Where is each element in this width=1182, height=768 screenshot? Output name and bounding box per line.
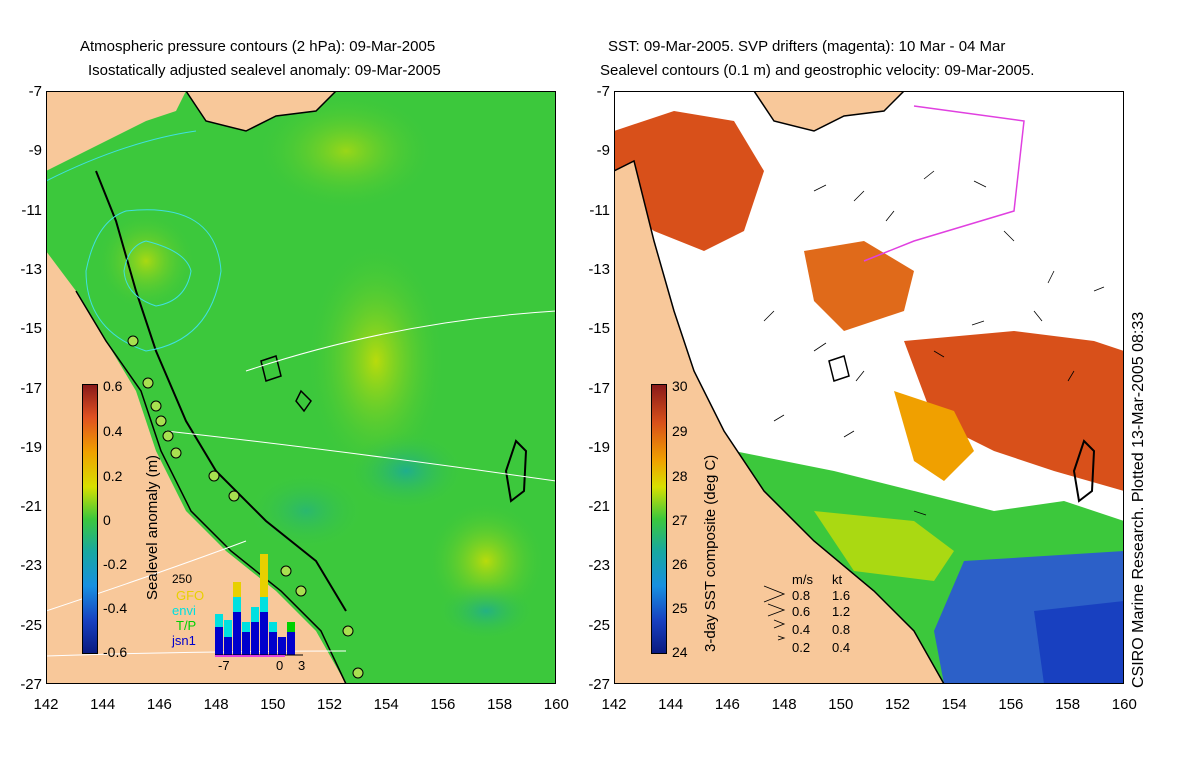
right-lon-tick: 154 — [941, 696, 967, 713]
left-lat-tick: -13 — [20, 260, 42, 278]
vel-row3-ms: 0.2 — [792, 640, 811, 655]
left-lon-tick: 154 — [373, 696, 399, 713]
hist-tick-max: 3 — [298, 658, 306, 673]
right-lat-tick: -13 — [588, 260, 610, 278]
png-land — [186, 91, 336, 131]
vel-row0-ms: 0.8 — [792, 588, 811, 603]
sla-tick-0: 0.6 — [103, 378, 123, 394]
left-lat-tick: -11 — [21, 201, 42, 219]
sealevel-colorbar — [82, 384, 98, 654]
australia-land — [46, 91, 346, 684]
right-lat-tick: -17 — [588, 379, 610, 397]
right-lat-tick: -9 — [596, 142, 610, 160]
right-lat-tick: -23 — [588, 557, 610, 575]
hist-max-label: 250 — [172, 572, 193, 586]
sealevel-map — [46, 91, 556, 684]
right-frame — [614, 91, 1124, 684]
left-lat-tick: -7 — [28, 83, 42, 100]
left-lat-tick: -17 — [20, 379, 42, 397]
vel-row0-kt: 1.6 — [832, 588, 851, 603]
vel-header-kt: kt — [832, 572, 843, 587]
right-lon-tick: 158 — [1055, 696, 1081, 713]
left-lon-tick: 150 — [260, 696, 286, 713]
right-lat-tick: -25 — [588, 616, 610, 634]
sla-tick-3: 0 — [103, 512, 111, 528]
right-lat-tick: -11 — [589, 201, 610, 219]
sst-colorbar — [651, 384, 667, 654]
left-lat-tick: -15 — [20, 320, 42, 338]
left-lon-tick: 152 — [316, 696, 343, 713]
vel-header-ms: m/s — [792, 572, 813, 587]
sst-tick-6: 24 — [672, 644, 688, 660]
sst-tick-3: 27 — [672, 512, 688, 528]
sla-tick-4: -0.2 — [103, 556, 128, 572]
sat-gfo: GFO — [176, 588, 205, 603]
vel-row1-kt: 1.2 — [832, 604, 851, 619]
left-lon-tick: 158 — [487, 696, 513, 713]
sat-tp: T/P — [176, 618, 197, 633]
sst-tick-1: 29 — [672, 423, 688, 439]
sst-tick-5: 25 — [672, 600, 688, 616]
left-title-line1: Atmospheric pressure contours (2 hPa): 0… — [80, 38, 436, 55]
left-lat-tick: -21 — [20, 498, 42, 516]
left-lon-tick: 160 — [543, 696, 569, 713]
right-lon-tick: 150 — [828, 696, 854, 713]
sla-tick-1: 0.4 — [103, 423, 123, 439]
right-lon-tick: 160 — [1111, 696, 1137, 713]
vel-row2-ms: 0.4 — [792, 622, 811, 637]
sst-tick-2: 28 — [672, 468, 688, 484]
right-lon-tick: 148 — [771, 696, 797, 713]
right-lon-tick: 152 — [884, 696, 911, 713]
right-lat-tick: -15 — [588, 320, 610, 338]
left-lat-tick: -9 — [28, 142, 42, 160]
vel-row3-kt: 0.4 — [832, 640, 851, 655]
left-lat-tick: -23 — [20, 557, 42, 575]
altimeter-histogram — [215, 554, 303, 657]
left-lon-tick: 156 — [430, 696, 456, 713]
left-lon-tick: 144 — [90, 696, 116, 713]
left-frame — [46, 91, 556, 684]
sla-tick-6: -0.6 — [103, 644, 128, 660]
hist-tick-min: -7 — [218, 658, 230, 673]
hist-tick-zero: 0 — [276, 658, 284, 673]
right-lon-tick: 156 — [998, 696, 1024, 713]
left-lon-tick: 148 — [203, 696, 229, 713]
drifter-track — [863, 105, 1025, 262]
right-lat-tick: -27 — [588, 676, 610, 693]
left-lat-tick: -27 — [20, 676, 42, 693]
left-lon-tick: 146 — [146, 696, 172, 713]
left-lon-tick: 142 — [33, 696, 59, 713]
australia-land-sst — [614, 159, 945, 684]
sla-tick-2: 0.2 — [103, 468, 123, 484]
sst-map — [614, 91, 1124, 684]
right-lat-tick: -19 — [588, 438, 610, 456]
right-lon-tick: 146 — [714, 696, 740, 713]
left-lat-tick: -19 — [20, 438, 42, 456]
sat-jsn1: jsn1 — [172, 633, 196, 648]
credit-text: CSIRO Marine Research. Plotted 13-Mar-20… — [1130, 311, 1147, 688]
vel-row1-ms: 0.6 — [792, 604, 811, 619]
left-lat-tick: -25 — [20, 616, 42, 634]
sst-tick-4: 26 — [672, 556, 688, 572]
right-title-line1: SST: 09-Mar-2005. SVP drifters (magenta)… — [608, 38, 1006, 55]
right-lon-tick: 142 — [601, 696, 627, 713]
left-title-line2: Isostatically adjusted sealevel anomaly:… — [88, 62, 441, 79]
sat-envi: envi — [172, 603, 196, 618]
png-land-sst — [753, 91, 906, 132]
right-lat-tick: -21 — [588, 498, 610, 516]
sst-tick-0: 30 — [672, 378, 688, 394]
right-lat-tick: -7 — [596, 83, 610, 100]
sla-tick-5: -0.4 — [103, 600, 128, 616]
right-title-line2: Sealevel contours (0.1 m) and geostrophi… — [600, 62, 1035, 79]
velocity-legend-arrows — [763, 585, 786, 641]
vel-row2-kt: 0.8 — [832, 622, 851, 637]
right-lon-tick: 144 — [658, 696, 684, 713]
